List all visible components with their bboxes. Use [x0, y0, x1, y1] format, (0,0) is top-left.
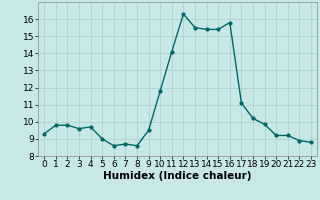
X-axis label: Humidex (Indice chaleur): Humidex (Indice chaleur)	[103, 171, 252, 181]
